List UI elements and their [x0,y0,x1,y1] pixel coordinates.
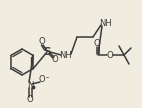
Text: NH: NH [100,20,112,29]
Text: O: O [52,56,58,64]
Text: O: O [27,95,33,105]
Text: N: N [27,80,33,90]
Text: O: O [94,40,100,48]
Text: O: O [39,37,45,47]
Text: -: - [45,74,49,83]
Text: O: O [39,75,45,84]
Text: S: S [43,47,51,57]
Text: NH: NH [60,51,72,60]
Text: O: O [107,51,113,60]
